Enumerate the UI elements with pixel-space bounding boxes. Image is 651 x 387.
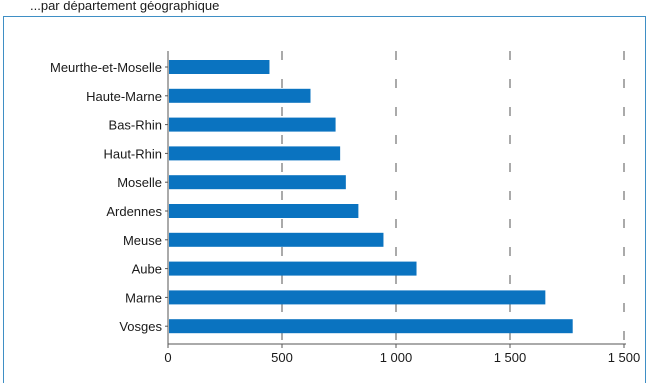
bar-8 — [169, 290, 546, 305]
category-label-4: Moselle — [117, 175, 162, 190]
category-label-1: Haute-Marne — [86, 89, 162, 104]
bar-7 — [169, 261, 417, 276]
chart-frame: Meurthe-et-Moselle Haute-Marne Bas-Rhin Hau… — [3, 16, 646, 383]
labels: Meurthe-et-Moselle Haute-Marne Bas-Rhin Hau… — [50, 60, 640, 365]
gridlines — [281, 51, 625, 342]
bar-0 — [169, 60, 270, 74]
chart-caption: ...par département géographique — [30, 1, 220, 13]
x-tick-label-0: 0 — [164, 350, 171, 365]
category-label-6: Meuse — [123, 233, 162, 248]
bar-3 — [169, 146, 341, 161]
x-tick-label-3: 1 500 — [494, 350, 527, 365]
bar-5 — [169, 204, 359, 218]
category-label-0: Meurthe-et-Moselle — [50, 60, 162, 75]
category-label-3: Haut-Rhin — [103, 146, 162, 161]
x-tick-label-4: 1 500 — [608, 350, 641, 365]
x-tick-label-2: 1 000 — [380, 350, 413, 365]
bar-6 — [169, 232, 384, 247]
category-label-7: Aube — [132, 262, 162, 277]
category-label-2: Bas-Rhin — [109, 118, 162, 133]
category-label-9: Vosges — [119, 319, 162, 334]
bar-4 — [169, 175, 346, 190]
category-label-5: Ardennes — [106, 204, 162, 219]
x-tick-label-1: 500 — [271, 350, 293, 365]
axes — [165, 51, 626, 348]
bar-chart: Meurthe-et-Moselle Haute-Marne Bas-Rhin Hau… — [50, 51, 640, 365]
bar-2 — [169, 117, 336, 132]
bar-9 — [169, 319, 573, 334]
bar-1 — [169, 88, 311, 103]
category-label-8: Marne — [125, 290, 162, 305]
bars — [169, 60, 573, 334]
